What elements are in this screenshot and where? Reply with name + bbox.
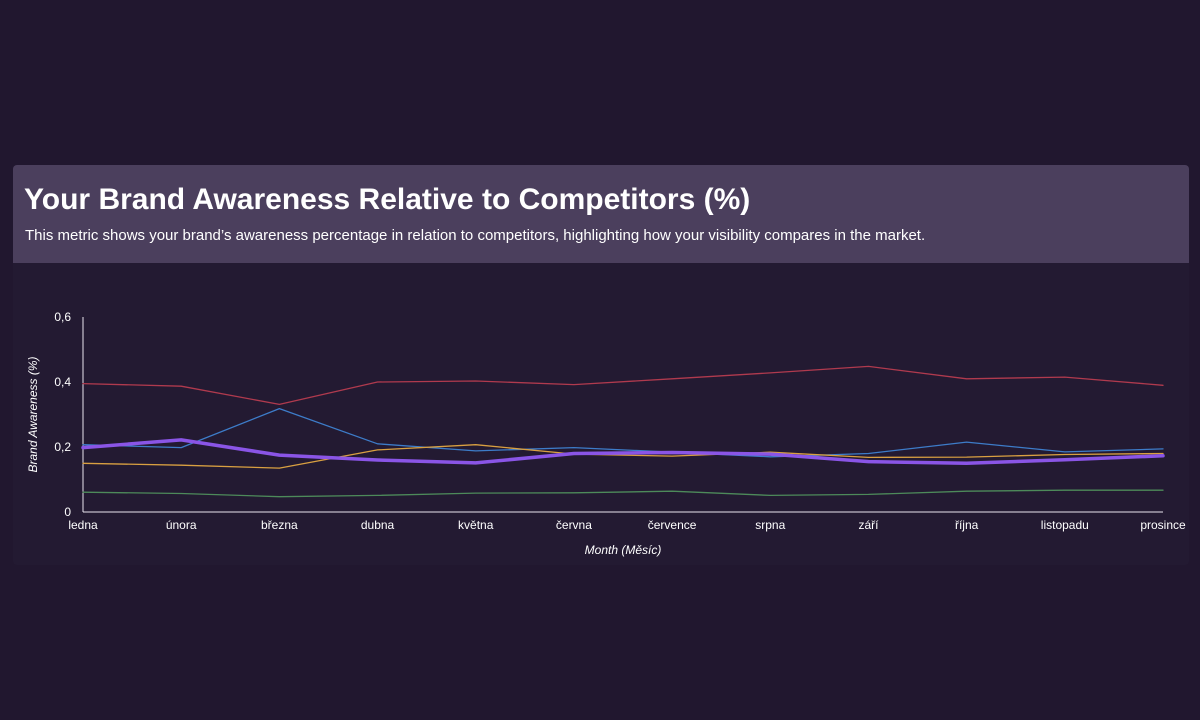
y-tick-label: 0,6 [54, 310, 71, 324]
x-tick-label: srpna [755, 518, 785, 532]
x-tick-label: dubna [361, 518, 395, 532]
chart-subtitle: This metric shows your brand’s awareness… [25, 227, 926, 244]
x-tick-label: ledna [68, 518, 98, 532]
x-tick-label: března [261, 518, 298, 532]
line-chart: 0 0,2 0,4 0,6 ledna února března dubna května čer… [26, 310, 1186, 557]
chart-card: Your Brand Awareness Relative to Competi… [13, 165, 1189, 565]
x-tick-label: května [458, 518, 494, 532]
x-tick-label: října [955, 518, 979, 532]
series-line-2 [82, 407, 1164, 458]
series-line-4 [82, 489, 1164, 498]
series-line-1 [82, 365, 1164, 406]
x-tick-label: července [648, 518, 697, 532]
y-axis-title: Brand Awareness (%) [26, 356, 40, 472]
x-tick-label: prosince [1140, 518, 1186, 532]
x-tick-label: února [166, 518, 197, 532]
chart-title: Your Brand Awareness Relative to Competi… [24, 183, 751, 216]
series-line-3 [82, 444, 1164, 469]
x-tick-label: června [556, 518, 592, 532]
y-tick-label: 0 [64, 505, 71, 519]
y-tick-label: 0,2 [54, 440, 71, 454]
chart-header: Your Brand Awareness Relative to Competi… [13, 165, 1189, 263]
x-axis-title: Month (Měsíc) [585, 543, 662, 557]
x-tick-label: září [858, 518, 879, 532]
y-tick-label: 0,4 [54, 375, 71, 389]
series-line-5 [81, 438, 1165, 466]
x-tick-label: listopadu [1041, 518, 1089, 532]
